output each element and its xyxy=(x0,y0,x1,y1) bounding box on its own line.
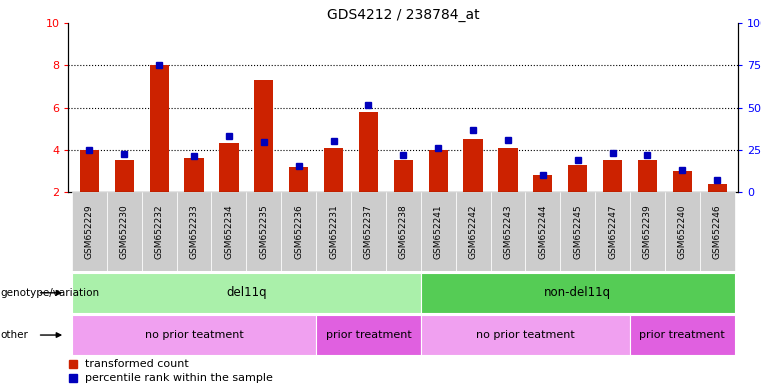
Bar xyxy=(708,184,727,192)
Bar xyxy=(393,161,413,192)
Text: GSM652242: GSM652242 xyxy=(469,204,478,258)
Text: transformed count: transformed count xyxy=(84,359,188,369)
Bar xyxy=(525,192,560,271)
Bar xyxy=(463,139,482,192)
Bar xyxy=(568,165,587,192)
Bar xyxy=(351,192,386,271)
Text: percentile rank within the sample: percentile rank within the sample xyxy=(84,373,272,383)
Text: genotype/variation: genotype/variation xyxy=(1,288,100,298)
Bar xyxy=(665,192,700,271)
Text: GSM652230: GSM652230 xyxy=(119,204,129,259)
Bar xyxy=(359,112,378,192)
Text: GSM652238: GSM652238 xyxy=(399,204,408,259)
Bar xyxy=(560,192,595,271)
Bar xyxy=(282,192,316,271)
Bar xyxy=(247,192,282,271)
Text: GSM652245: GSM652245 xyxy=(573,204,582,259)
Text: prior treatment: prior treatment xyxy=(326,330,412,340)
Bar xyxy=(80,150,99,192)
Bar xyxy=(142,192,177,271)
Text: GSM652247: GSM652247 xyxy=(608,204,617,259)
Text: GSM652246: GSM652246 xyxy=(713,204,721,259)
Bar xyxy=(603,161,622,192)
Text: no prior teatment: no prior teatment xyxy=(476,330,575,340)
Bar xyxy=(498,148,517,192)
Text: GSM652231: GSM652231 xyxy=(329,204,338,259)
Bar xyxy=(115,161,134,192)
Bar xyxy=(386,192,421,271)
Bar xyxy=(491,192,525,271)
Bar xyxy=(595,192,630,271)
Bar xyxy=(316,192,351,271)
Bar xyxy=(324,148,343,192)
Bar xyxy=(254,80,273,192)
Text: GSM652235: GSM652235 xyxy=(260,204,269,259)
Text: GSM652241: GSM652241 xyxy=(434,204,443,259)
Text: other: other xyxy=(1,330,29,340)
Bar xyxy=(72,192,107,271)
Bar xyxy=(212,192,247,271)
Text: no prior teatment: no prior teatment xyxy=(145,330,244,340)
Bar xyxy=(533,175,552,192)
Text: GSM652233: GSM652233 xyxy=(189,204,199,259)
Bar xyxy=(289,167,308,192)
Bar xyxy=(177,192,212,271)
Text: GSM652232: GSM652232 xyxy=(154,204,164,259)
Bar xyxy=(107,192,142,271)
Text: non-del11q: non-del11q xyxy=(544,286,611,299)
Bar xyxy=(72,315,316,355)
Bar xyxy=(219,144,238,192)
Bar xyxy=(421,192,456,271)
Bar xyxy=(72,273,421,313)
Text: GSM652240: GSM652240 xyxy=(678,204,687,259)
Title: GDS4212 / 238784_at: GDS4212 / 238784_at xyxy=(327,8,479,22)
Bar xyxy=(630,192,665,271)
Bar xyxy=(184,158,204,192)
Text: GSM652243: GSM652243 xyxy=(504,204,512,259)
Text: GSM652236: GSM652236 xyxy=(295,204,303,259)
Bar xyxy=(630,315,734,355)
Bar xyxy=(421,273,734,313)
Bar xyxy=(316,315,421,355)
Bar xyxy=(421,315,630,355)
Text: GSM652244: GSM652244 xyxy=(538,204,547,258)
Bar xyxy=(673,171,692,192)
Bar xyxy=(638,161,657,192)
Text: GSM652237: GSM652237 xyxy=(364,204,373,259)
Bar xyxy=(700,192,734,271)
Bar xyxy=(456,192,491,271)
Text: GSM652229: GSM652229 xyxy=(85,204,94,259)
Text: GSM652234: GSM652234 xyxy=(224,204,234,259)
Bar xyxy=(150,65,169,192)
Bar xyxy=(428,150,447,192)
Text: del11q: del11q xyxy=(226,286,266,299)
Text: GSM652239: GSM652239 xyxy=(643,204,652,259)
Text: prior treatment: prior treatment xyxy=(639,330,725,340)
